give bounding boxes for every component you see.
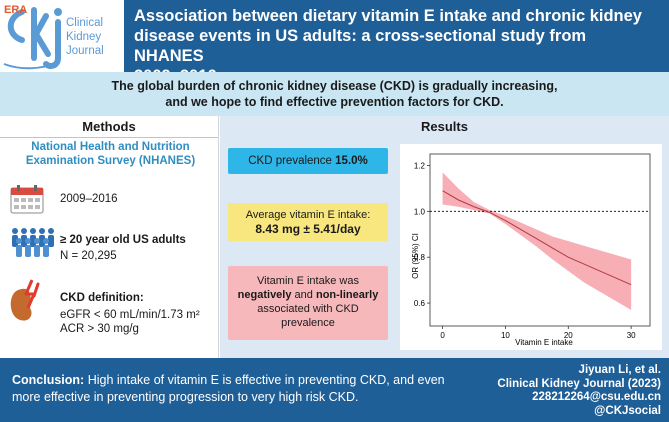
methods-heading: Methods (0, 116, 218, 138)
finding-line-3: associated with CKD (257, 303, 359, 315)
y-tick-label: 0.6 (414, 299, 426, 308)
calendar-icon (10, 185, 44, 214)
ckd-definition-title: CKD definition: (60, 292, 144, 304)
chart-x-label: Vitamin E intake (515, 338, 573, 347)
or-line (442, 190, 632, 286)
x-tick-label: 0 (440, 331, 445, 340)
page-title: Association between dietary vitamin E in… (124, 0, 669, 85)
citation-author: Jiyuan Li, et al. (578, 364, 661, 376)
journal-logo: ERA Clinical Kidney Journal (0, 0, 124, 72)
finding-line-1: Vitamin E intake was (257, 275, 359, 287)
y-tick-label: 1.2 (414, 161, 426, 170)
prevalence-label: CKD prevalence (248, 155, 332, 167)
egfr-criterion: eGFR < 60 mL/min/1.73 m² (60, 309, 200, 321)
survey-line-1: National Health and Nutrition (31, 141, 190, 153)
journal-name-line2: Kidney (66, 31, 102, 43)
survey-name: National Health and Nutrition Examinatio… (8, 140, 213, 168)
prevalence-box: CKD prevalence 15.0% (228, 148, 388, 174)
acr-criterion: ACR > 30 mg/g (60, 323, 139, 335)
burden-line-1: The global burden of chronic kidney dise… (111, 79, 558, 93)
x-tick-label: 10 (501, 331, 510, 340)
finding-negatively: negatively (237, 289, 292, 301)
footer: Conclusion: High intake of vitamin E is … (0, 358, 669, 422)
people-icon (12, 228, 54, 257)
results-heading: Results (220, 116, 669, 138)
intake-box: Average vitamin E intake: 8.43 mg ± 5.41… (228, 203, 388, 241)
finding-box: Vitamin E intake was negatively and non-… (228, 266, 388, 340)
journal-name-line3: Journal (66, 45, 104, 57)
x-tick-label: 20 (564, 331, 573, 340)
journal-name-line1: Clinical (66, 17, 104, 29)
y-tick-label: 0.8 (414, 253, 426, 262)
or-chart-panel: 0 10 20 30 0.6 0.8 1.0 1.2 Vitamin E intake OR … (400, 144, 662, 350)
results-panel: Results CKD prevalence 15.0% Average vit… (220, 116, 669, 358)
study-years: 2009–2016 (60, 193, 118, 205)
ckj-logo-graphic (3, 7, 62, 70)
conclusion: Conclusion: High intake of vitamin E is … (12, 372, 452, 406)
ci-band (442, 172, 632, 310)
citation-social[interactable]: @CKJsocial (594, 404, 661, 417)
methods-panel: Methods National Health and Nutrition Ex… (0, 116, 219, 358)
era-label: ERA (4, 4, 28, 16)
finding-line-4: prevalence (281, 317, 335, 329)
sample-size: N = 20,295 (60, 250, 117, 262)
burden-line-2: and we hope to find effective prevention… (165, 95, 504, 109)
finding-nonlinearly: non-linearly (315, 289, 379, 301)
chart-y-label: OR (95%) CI (411, 233, 420, 279)
intake-value: 8.43 mg ± 5.41/day (255, 222, 361, 236)
prevalence-value: 15.0% (335, 155, 368, 167)
citation: Jiyuan Li, et al. Clinical Kidney Journa… (461, 364, 661, 418)
conclusion-label: Conclusion: (12, 373, 85, 387)
population-criteria: ≥ 20 year old US adults (60, 234, 186, 246)
citation-journal: Clinical Kidney Journal (2023) (497, 377, 661, 390)
citation-email[interactable]: 228212264@csu.edu.cn (532, 391, 661, 403)
journal-name: Clinical Kidney Journal (66, 16, 104, 58)
survey-line-2: Examination Survey (NHANES) (25, 155, 196, 167)
finding-and: and (294, 289, 313, 301)
intake-label: Average vitamin E intake: (245, 209, 371, 221)
chart-frame (429, 153, 651, 327)
or-chart: 0 10 20 30 0.6 0.8 1.0 1.2 Vitamin E intake OR … (411, 153, 651, 347)
kidney-icon (10, 279, 40, 321)
x-tick-label: 30 (627, 331, 636, 340)
y-tick-label: 1.0 (414, 207, 426, 216)
burden-statement: The global burden of chronic kidney dise… (0, 72, 669, 116)
title-line-1: Association between dietary vitamin E in… (134, 7, 642, 25)
conclusion-text: High intake of vitamin E is effective in… (12, 373, 445, 404)
finding-line-2: negatively and non-linearly (228, 288, 388, 302)
title-line-2: disease events in US adults: a cross-sec… (134, 27, 587, 65)
